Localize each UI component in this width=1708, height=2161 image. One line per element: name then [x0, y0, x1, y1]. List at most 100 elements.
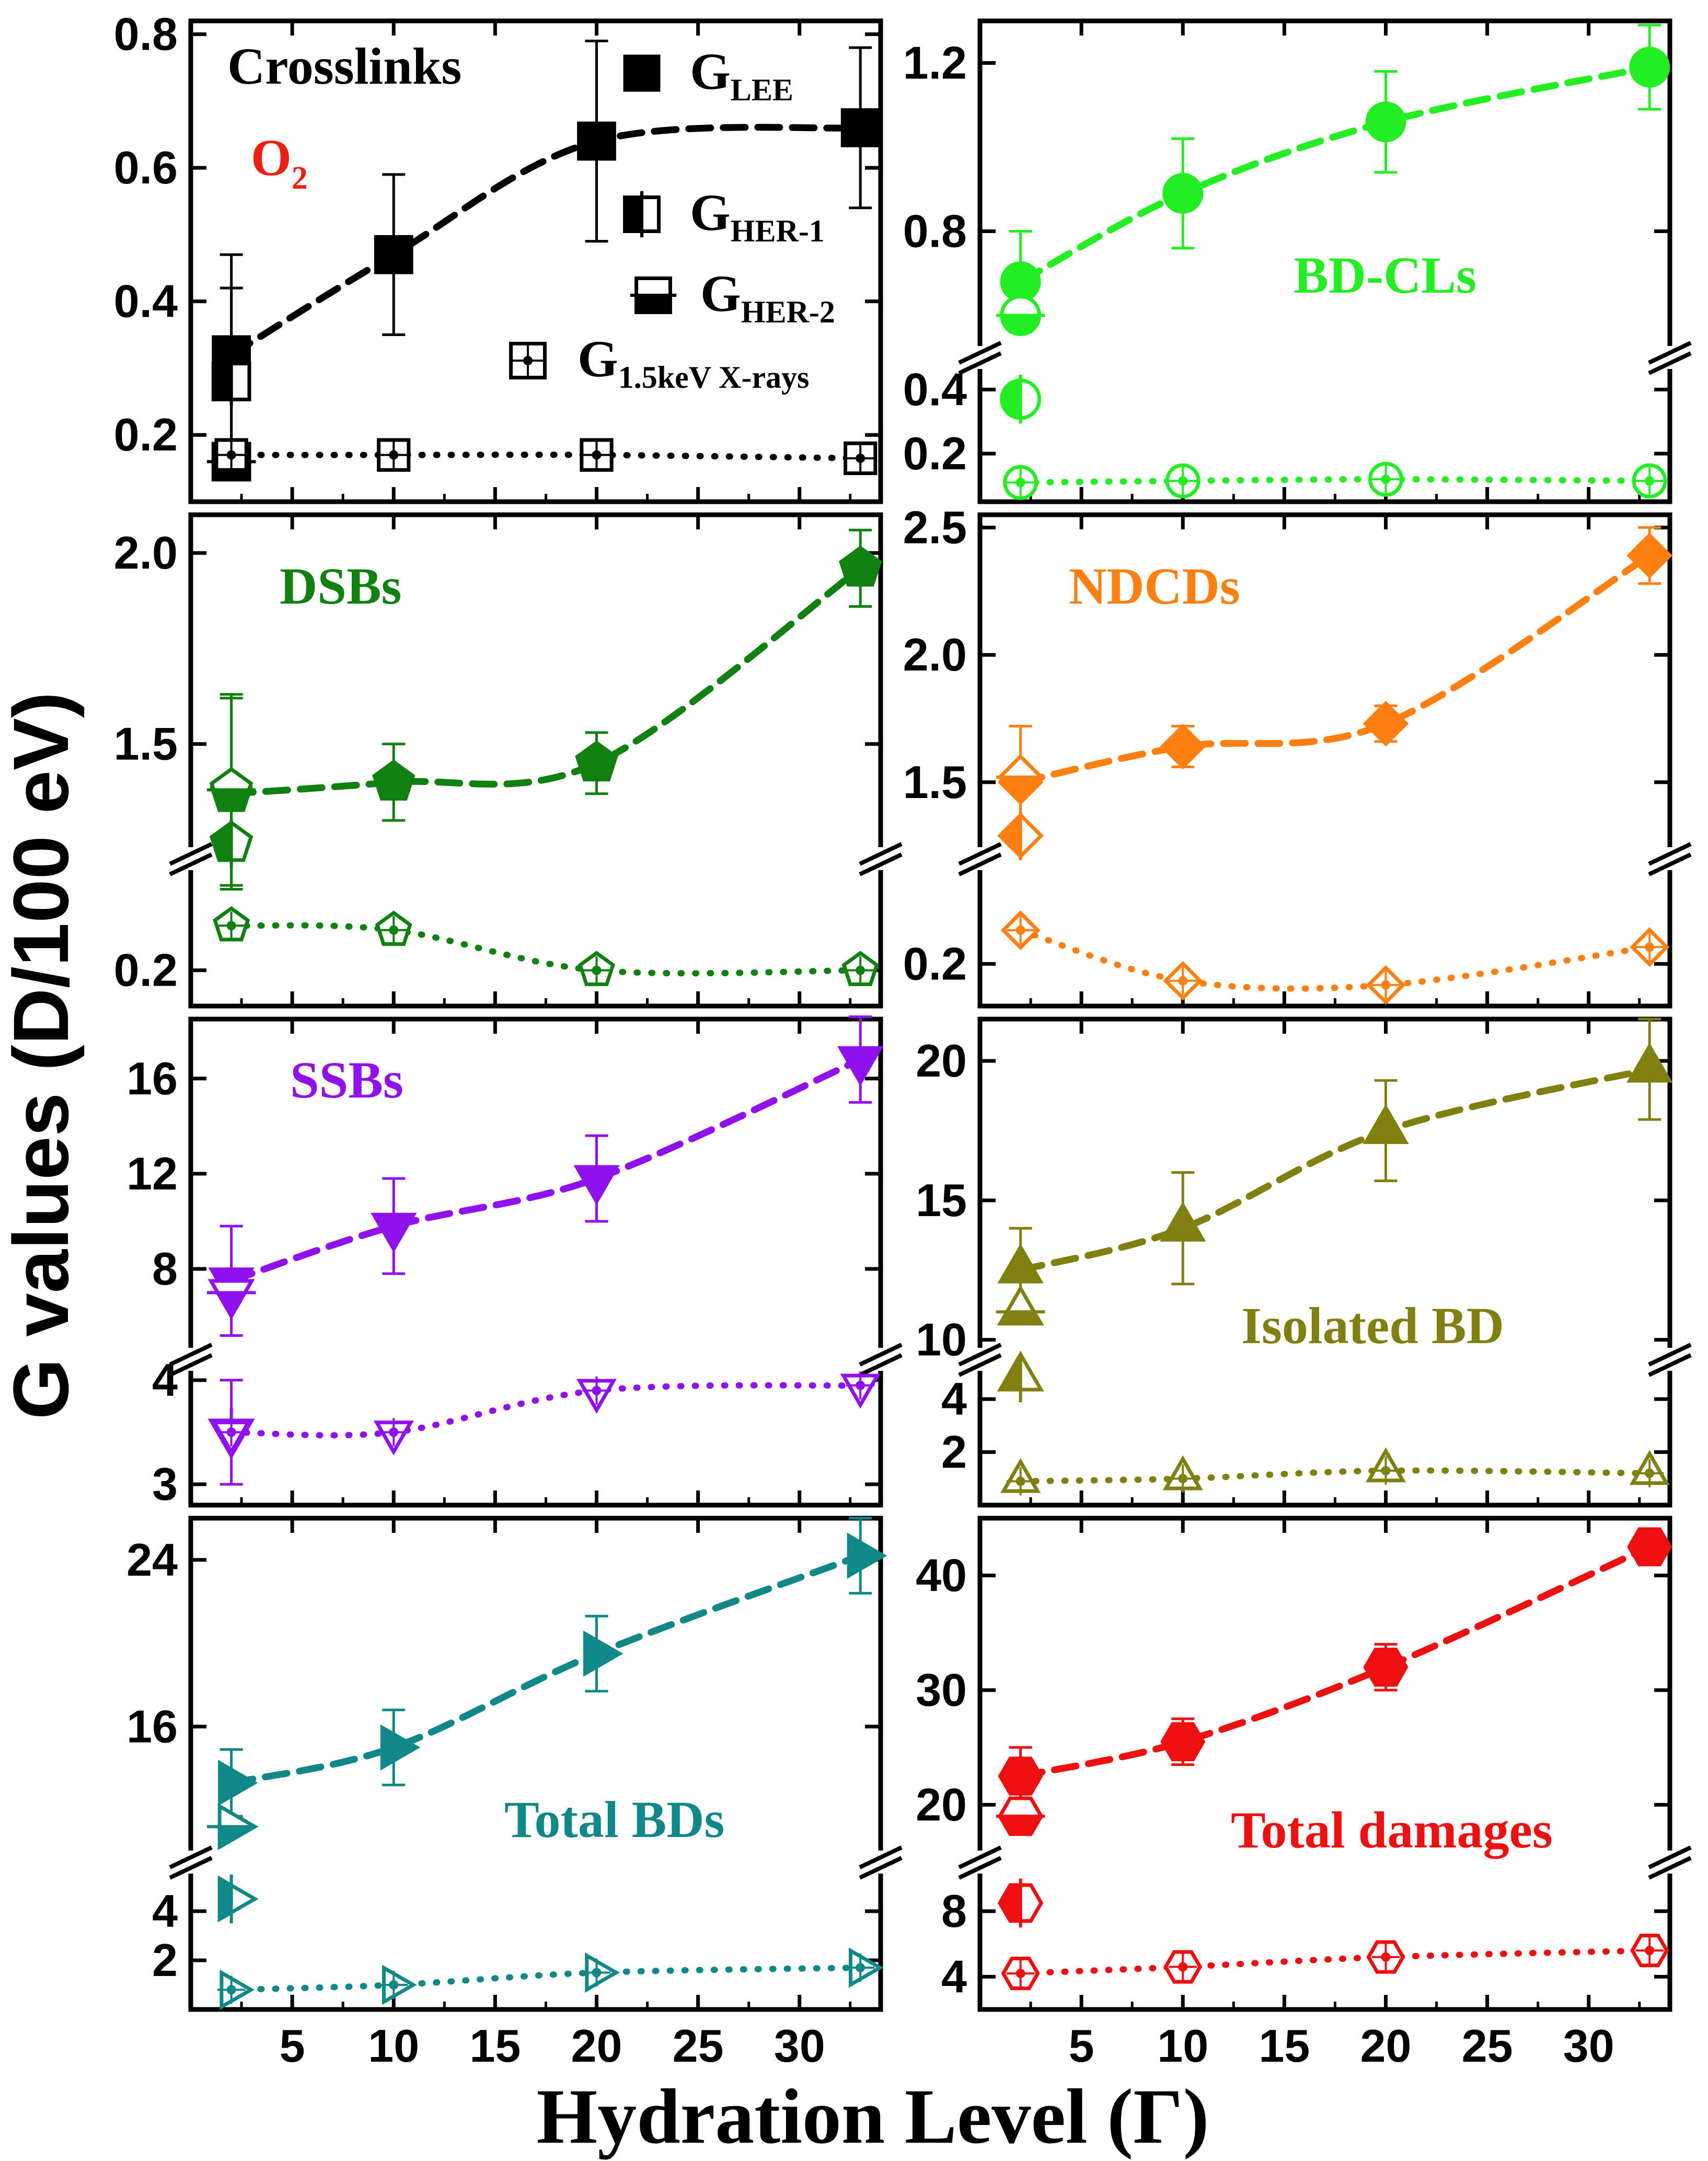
panel-title: DSBs — [280, 557, 401, 615]
y-tick-label: 0.2 — [114, 409, 178, 460]
axis-break-mark — [1648, 1845, 1692, 1869]
data-point-shape — [837, 1046, 884, 1087]
data-point-dot — [389, 925, 399, 935]
y-tick-label: 0.2 — [903, 938, 967, 989]
y-tick-label: 1.5 — [114, 718, 178, 770]
y-tick-label: 0.4 — [114, 275, 178, 327]
data-point-dot — [1015, 1476, 1025, 1486]
legend-marker — [509, 342, 547, 379]
data-point-dot — [1178, 1474, 1188, 1484]
axis-break-mark — [859, 1353, 903, 1377]
data-point-dot — [226, 1985, 236, 1995]
data-point-dot — [1645, 1946, 1655, 1956]
axis-break-mark — [169, 1343, 213, 1367]
x-tick-label: 10 — [1157, 2020, 1208, 2072]
x-tick-label: 5 — [1069, 2020, 1094, 2072]
data-point-dot — [1178, 476, 1188, 486]
legend-label: GLEE — [690, 42, 793, 107]
data-point-shape — [997, 1243, 1044, 1284]
data-point — [1160, 723, 1206, 770]
panel-ndcds: 0.2 1.5 2.0 2.5 NDCDs — [903, 501, 1692, 1009]
data-point-shape — [372, 759, 416, 801]
o2-label: O2 — [251, 129, 308, 196]
data-point — [1000, 374, 1042, 424]
data-point — [211, 1418, 252, 1456]
legend-marker — [630, 276, 677, 314]
legend-marker-dot — [523, 356, 533, 365]
y-tick-label: 4 — [152, 1885, 178, 1937]
data-point — [1366, 965, 1406, 1005]
data-point-dot — [389, 1427, 399, 1437]
y-tick-label: 20 — [916, 1035, 967, 1087]
data-point — [1365, 1447, 1406, 1485]
data-point — [847, 1532, 887, 1579]
axis-break-mark — [1648, 341, 1692, 365]
fit-line-dotted — [228, 1964, 864, 1993]
data-point — [1000, 910, 1041, 950]
data-point — [841, 951, 879, 986]
data-point — [380, 1724, 421, 1771]
panel-title: Crosslinks — [227, 37, 461, 95]
legend-label: GHER-2 — [700, 264, 835, 329]
data-point-shape — [1365, 101, 1406, 143]
data-point — [1165, 463, 1201, 499]
fit-line-dashed — [1017, 1543, 1653, 1779]
y-tick-label: 2.0 — [903, 629, 967, 680]
data-point-shape — [840, 108, 880, 147]
axis-break-mark — [859, 1343, 903, 1367]
legend-marker — [623, 54, 661, 92]
data-point-shape — [218, 1760, 258, 1806]
legend-label-sub: HER-2 — [741, 295, 835, 329]
data-point-shape — [838, 546, 882, 587]
legend-marker-half — [625, 197, 642, 232]
y-tick-label: 3 — [152, 1458, 178, 1510]
x-tick-label: 25 — [673, 2020, 724, 2072]
axis-break-mark — [169, 842, 213, 866]
data-point — [1162, 173, 1204, 214]
axis-break-mark — [958, 1845, 1002, 1869]
axis-break-mark — [1648, 842, 1692, 866]
legend-label: G1.5keV X-rays — [578, 330, 809, 395]
data-point — [1630, 1934, 1669, 1968]
data-point — [1626, 1043, 1673, 1083]
data-point — [211, 357, 251, 406]
y-tick-label: 4 — [941, 1373, 967, 1425]
fit-line-dotted — [1017, 1467, 1653, 1485]
data-point-shape — [1160, 723, 1206, 770]
data-point-dot — [1645, 942, 1655, 952]
data-point-shape — [1162, 173, 1204, 214]
data-point — [1629, 1450, 1670, 1488]
fit-line-dashed — [228, 1552, 864, 1786]
data-point-dot — [1015, 478, 1025, 488]
fit-line-dashed — [228, 564, 864, 798]
data-point — [1160, 1201, 1206, 1242]
data-point-dot — [1381, 475, 1391, 484]
axis-break-mark — [958, 852, 1002, 876]
fit-line-dotted — [1017, 1947, 1653, 1977]
data-point — [1363, 1647, 1409, 1687]
fit-line-dashed — [1017, 1066, 1653, 1274]
o2-label-sub: 2 — [292, 160, 308, 196]
data-point — [1626, 533, 1673, 579]
data-point-dot — [1381, 1952, 1391, 1962]
data-point-shape — [380, 1724, 421, 1771]
data-point — [1363, 1104, 1409, 1144]
data-point-dot — [1381, 980, 1391, 990]
panel-title: SSBs — [290, 1051, 403, 1109]
data-point — [996, 295, 1045, 336]
legend-label-main: G — [700, 264, 741, 322]
fit-line-dashed — [228, 1056, 864, 1285]
y-tick-label: 30 — [916, 1664, 967, 1716]
axis-break-mark — [1648, 1353, 1692, 1377]
axis-break-mark — [859, 842, 903, 866]
axis-break-mark — [958, 1856, 1002, 1880]
data-point-dot — [592, 1968, 602, 1978]
data-point — [997, 1243, 1044, 1284]
axis-break-mark — [1648, 351, 1692, 375]
y-tick-label: 15 — [916, 1174, 967, 1226]
